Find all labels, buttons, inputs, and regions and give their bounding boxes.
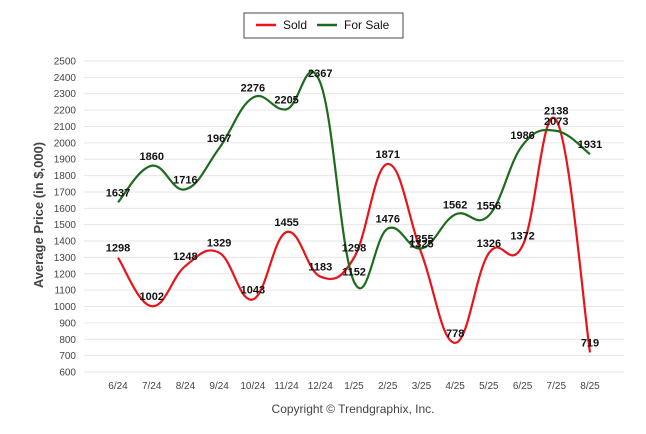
x-tick-label: 7/24 (142, 381, 162, 392)
legend-label-for-sale: For Sale (344, 18, 390, 32)
data-label-for-sale: 1967 (207, 133, 231, 145)
data-label-sold: 1329 (207, 238, 231, 250)
data-label-for-sale: 1152 (342, 267, 366, 279)
y-tick-label: 1100 (54, 286, 76, 297)
data-label-sold: 778 (446, 328, 464, 340)
y-tick-label: 2300 (54, 89, 77, 100)
data-label-sold: 1298 (342, 243, 366, 255)
data-label-for-sale: 1355 (409, 233, 433, 245)
x-tick-label: 11/24 (274, 381, 299, 392)
y-tick-label: 800 (59, 335, 76, 346)
y-tick-label: 2200 (54, 106, 77, 117)
x-axis-ticks: 6/24 7/24 8/24 9/24 10/24 11/24 12/24 1/25 2/25 3… (108, 381, 600, 392)
x-tick-label: 2/25 (378, 381, 398, 392)
y-tick-label: 2000 (54, 138, 77, 149)
y-axis-label: Average Price (in $,000) (31, 142, 46, 288)
y-tick-label: 2400 (54, 73, 77, 84)
data-label-for-sale: 1637 (106, 187, 130, 199)
x-tick-label: 6/25 (513, 381, 533, 392)
x-tick-label: 3/25 (412, 381, 432, 392)
x-tick-label: 9/24 (209, 381, 229, 392)
series-line-for-sale (117, 71, 591, 290)
y-axis-ticks: 600 700 800 900 1000 1100 1200 1300 1400 1500 1600… (54, 57, 77, 379)
data-label-for-sale: 2276 (241, 83, 265, 95)
data-label-sold: 1871 (375, 149, 399, 161)
data-label-for-sale: 1931 (578, 139, 602, 151)
legend-label-sold: Sold (283, 18, 307, 32)
x-tick-label: 10/24 (240, 381, 265, 392)
data-label-sold: 2138 (544, 105, 568, 117)
data-label-for-sale: 1860 (139, 151, 163, 163)
x-tick-label: 8/25 (580, 381, 600, 392)
data-label-for-sale: 2073 (544, 116, 568, 128)
x-tick-label: 8/24 (176, 381, 196, 392)
gridlines (84, 60, 624, 373)
y-tick-label: 1800 (54, 171, 77, 182)
y-tick-label: 1400 (54, 237, 77, 248)
x-tick-label: 5/25 (479, 381, 499, 392)
data-label-sold: 1043 (241, 284, 265, 296)
data-label-sold: 1325 (409, 238, 433, 250)
data-label-for-sale: 1556 (477, 201, 501, 213)
data-label-sold: 1248 (173, 251, 197, 263)
data-label-sold: 1298 (106, 243, 130, 255)
data-label-for-sale: 2367 (308, 68, 332, 80)
data-label-for-sale: 1476 (375, 214, 399, 226)
data-label-for-sale: 2205 (274, 94, 298, 106)
series-lines (117, 71, 592, 353)
data-label-sold: 1326 (477, 238, 501, 250)
y-tick-label: 1500 (54, 220, 77, 231)
x-tick-label: 1/25 (344, 381, 364, 392)
x-tick-label: 7/25 (547, 381, 567, 392)
y-tick-label: 1000 (54, 302, 77, 313)
y-tick-label: 1900 (54, 155, 77, 166)
y-tick-label: 900 (59, 318, 76, 329)
data-label-for-sale: 1562 (443, 200, 467, 212)
data-label-for-sale: 1716 (173, 174, 197, 186)
data-label-sold: 1002 (139, 291, 163, 303)
series-line-sold (117, 116, 592, 353)
y-tick-label: 1700 (54, 187, 77, 198)
x-tick-label: 4/25 (445, 381, 465, 392)
x-tick-label: 6/24 (108, 381, 128, 392)
data-label-sold: 719 (581, 338, 599, 350)
y-tick-label: 2100 (54, 122, 77, 133)
data-label-sold: 1372 (510, 231, 534, 243)
legend: Sold For Sale (243, 12, 404, 39)
y-tick-label: 1600 (54, 204, 77, 215)
y-tick-label: 1300 (54, 253, 77, 264)
copyright-text: Copyright © Trendgraphix, Inc. (272, 402, 435, 416)
data-label-sold: 1183 (308, 262, 332, 274)
y-tick-label: 600 (59, 368, 76, 379)
data-labels: 1298 1002 1248 1329 1043 1455 1183 1298 1871 1325… (106, 68, 602, 350)
data-label-sold: 1455 (274, 217, 298, 229)
y-tick-label: 700 (59, 351, 76, 362)
data-label-for-sale: 1986 (510, 130, 534, 142)
x-tick-label: 12/24 (308, 381, 333, 392)
y-tick-label: 1200 (54, 269, 77, 280)
y-tick-label: 2500 (54, 57, 77, 68)
